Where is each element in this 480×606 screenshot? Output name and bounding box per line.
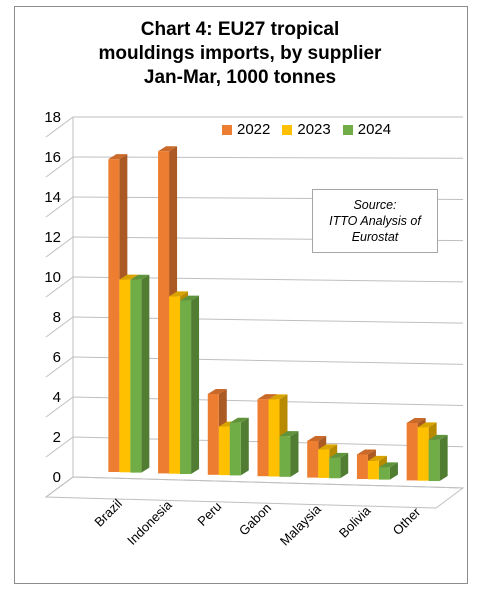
bar-indonesia-2024: [180, 300, 192, 475]
gridline-side-2: [45, 436, 74, 458]
x-tick-label-malaysia: Malaysia: [277, 501, 324, 548]
bar-top-gabon-2022: [257, 394, 277, 400]
y-tick-label-10: 10: [44, 269, 61, 286]
bar-side-malaysia-2024: [340, 452, 349, 479]
bar-brazil-2022: [108, 159, 120, 472]
bar-top-other-2023: [417, 422, 437, 428]
y-tick-label-6: 6: [53, 349, 61, 366]
gridline-side-18: [45, 116, 74, 138]
bar-other-2024: [428, 439, 440, 482]
gridline-side-4: [45, 396, 74, 418]
bar-side-other-2024: [439, 434, 448, 482]
gridline-side-8: [45, 316, 74, 338]
title-line-2: mouldings imports, by supplier: [98, 43, 382, 64]
gridline-side-6: [45, 356, 74, 378]
bar-bolivia-2023: [367, 460, 379, 480]
bar-top-gabon-2024: [279, 431, 299, 437]
legend-item-2022: 2022: [222, 121, 270, 138]
bar-malaysia-2023: [318, 449, 330, 478]
bar-peru-2022: [207, 393, 219, 475]
bar-top-malaysia-2022: [307, 435, 327, 441]
source-annotation: Source: ITTO Analysis of Eurostat: [312, 189, 438, 253]
legend-swatch-2022: [222, 124, 232, 135]
bar-gabon-2024: [279, 436, 291, 477]
bar-indonesia-2022: [158, 151, 170, 474]
bar-top-indonesia-2023: [169, 291, 189, 297]
gridline-16: [72, 156, 464, 159]
bar-top-bolivia-2023: [367, 455, 387, 461]
legend-swatch-2023: [282, 124, 293, 135]
bar-top-indonesia-2022: [158, 146, 178, 152]
chart-title: Chart 4: EU27 tropical mouldings imports…: [0, 18, 480, 90]
bar-top-malaysia-2023: [318, 444, 338, 450]
source-line-1: Source:: [353, 198, 397, 212]
legend-label-2022: 2022: [237, 121, 271, 138]
source-line-3: Eurostat: [351, 230, 399, 244]
bar-side-peru-2024: [240, 417, 249, 476]
title-line-1: Chart 4: EU27 tropical: [140, 19, 340, 40]
bar-malaysia-2024: [329, 457, 341, 479]
bar-top-brazil-2022: [108, 154, 128, 160]
y-tick-label-0: 0: [53, 469, 61, 486]
bar-side-gabon-2024: [290, 431, 299, 477]
bar-malaysia-2022: [307, 440, 319, 478]
bar-top-gabon-2023: [268, 394, 288, 400]
x-tick-label-other: Other: [390, 504, 424, 538]
x-tick-label-indonesia: Indonesia: [124, 497, 175, 548]
gridline-0: [72, 476, 464, 489]
y-tick-label-16: 16: [44, 149, 61, 166]
bar-top-other-2022: [406, 417, 426, 423]
y-tick-label-8: 8: [53, 309, 61, 326]
x-tick-label-bolivia: Bolivia: [336, 502, 374, 540]
source-line-2: ITTO Analysis of: [329, 214, 421, 228]
y-tick-label-18: 18: [44, 109, 61, 126]
bar-top-brazil-2024: [130, 274, 150, 280]
bar-brazil-2024: [130, 279, 142, 473]
gridline-side-12: [45, 236, 74, 258]
y-tick-label-12: 12: [44, 229, 61, 246]
bar-top-peru-2022: [207, 388, 227, 394]
bar-top-brazil-2023: [119, 274, 139, 280]
bar-side-indonesia-2024: [191, 295, 200, 475]
bar-top-indonesia-2024: [180, 295, 200, 301]
x-tick-label-brazil: Brazil: [91, 496, 125, 530]
bar-other-2023: [417, 427, 429, 481]
legend-label-2024: 2024: [357, 121, 392, 138]
gridline-side-14: [45, 196, 74, 218]
gridline-side-10: [45, 276, 74, 298]
bar-gabon-2022: [257, 399, 269, 477]
title-line-3: Jan-Mar, 1000 tonnes: [143, 67, 337, 88]
x-tick-label-gabon: Gabon: [236, 500, 274, 538]
bar-side-brazil-2024: [141, 274, 150, 473]
legend-item-2024: 2024: [342, 121, 392, 138]
bar-peru-2024: [229, 422, 241, 476]
bar-other-2022: [406, 422, 418, 481]
gridline-side-16: [45, 156, 74, 178]
y-tick-label-4: 4: [53, 389, 61, 406]
legend: 2022 2023 2024: [222, 121, 403, 138]
bar-top-malaysia-2024: [329, 452, 349, 458]
bar-bolivia-2022: [356, 454, 368, 480]
legend-label-2023: 2023: [297, 121, 331, 138]
bar-brazil-2023: [119, 279, 131, 473]
bar-side-bolivia-2024: [389, 462, 398, 480]
bar-gabon-2023: [268, 399, 280, 477]
y-tick-label-14: 14: [44, 189, 61, 206]
bar-bolivia-2024: [378, 467, 390, 480]
bar-top-bolivia-2022: [356, 449, 376, 455]
gridline-side-0: [45, 476, 74, 498]
y-tick-label-2: 2: [53, 429, 61, 446]
bar-top-peru-2024: [229, 417, 249, 423]
x-tick-label-peru: Peru: [194, 499, 224, 529]
legend-swatch-2024: [342, 124, 353, 135]
bar-peru-2023: [218, 426, 230, 476]
legend-item-2023: 2023: [282, 121, 331, 138]
bar-top-bolivia-2024: [378, 462, 398, 468]
bar-indonesia-2023: [169, 296, 181, 474]
bar-top-other-2024: [428, 434, 448, 440]
